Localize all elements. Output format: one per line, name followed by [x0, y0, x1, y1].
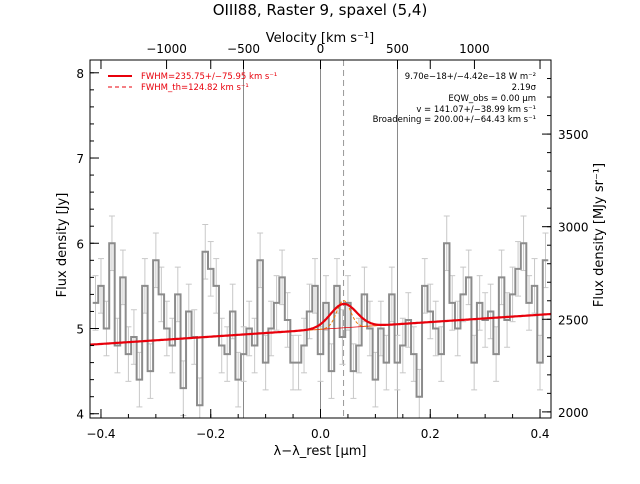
right-tick-label: 3500 [558, 128, 589, 142]
top-tick-label: 1000 [459, 42, 490, 56]
legend-label-fwhm-th: FWHM_th=124.82 km s⁻¹ [141, 83, 249, 93]
gaussian-fit-line [89, 302, 552, 346]
chart-title: OIII88, Raster 9, spaxel (5,4) [213, 1, 428, 19]
x-tick-label: −0.2 [196, 427, 225, 441]
legend: FWHM=235.75+/−75.95 km s⁻¹ FWHM_th=124.8… [108, 72, 277, 93]
y-tick-label: 4 [76, 408, 84, 422]
y-tick-label: 7 [76, 152, 84, 166]
y-axis-label-left: Flux density [Jy] [55, 193, 70, 298]
fit-annotations: 9.70e−18+/−4.42e−18 W m⁻² 2.19σ EQW_obs … [373, 72, 537, 125]
top-axis-label: Velocity [km s⁻¹] [266, 31, 374, 46]
x-tick-label: 0.2 [421, 427, 440, 441]
plot-marks [89, 60, 552, 418]
top-tick-label: 500 [386, 42, 409, 56]
right-tick-label: 3000 [558, 221, 589, 235]
y-axis-label-right: Flux density [MJy sr⁻¹] [592, 163, 607, 307]
y-tick-label: 8 [76, 67, 84, 81]
annotation-velocity: v = 141.07+/−38.99 km s⁻¹ [416, 105, 536, 115]
top-tick-label: −1000 [146, 42, 187, 56]
annotation-eqw: EQW_obs = 0.00 μm [448, 94, 536, 104]
annotation-broadening: Broadening = 200.00+/−64.43 km s⁻¹ [373, 115, 536, 125]
right-tick-label: 2500 [558, 313, 589, 327]
x-axis-label: λ−λ_rest [μm] [274, 444, 367, 459]
annotation-significance: 2.19σ [512, 83, 537, 93]
legend-label-fwhm: FWHM=235.75+/−75.95 km s⁻¹ [141, 72, 277, 82]
annotation-line-flux: 9.70e−18+/−4.42e−18 W m⁻² [405, 72, 536, 82]
x-tick-label: −0.4 [86, 427, 115, 441]
top-tick-label: −500 [227, 42, 260, 56]
x-tick-label: 0.4 [530, 427, 549, 441]
top-tick-label: 0 [317, 42, 325, 56]
right-tick-label: 2000 [558, 406, 589, 420]
y-tick-label: 5 [76, 323, 84, 337]
x-tick-label: 0.0 [311, 427, 330, 441]
y-tick-label: 6 [76, 237, 84, 251]
spectrum-histogram [92, 242, 549, 407]
